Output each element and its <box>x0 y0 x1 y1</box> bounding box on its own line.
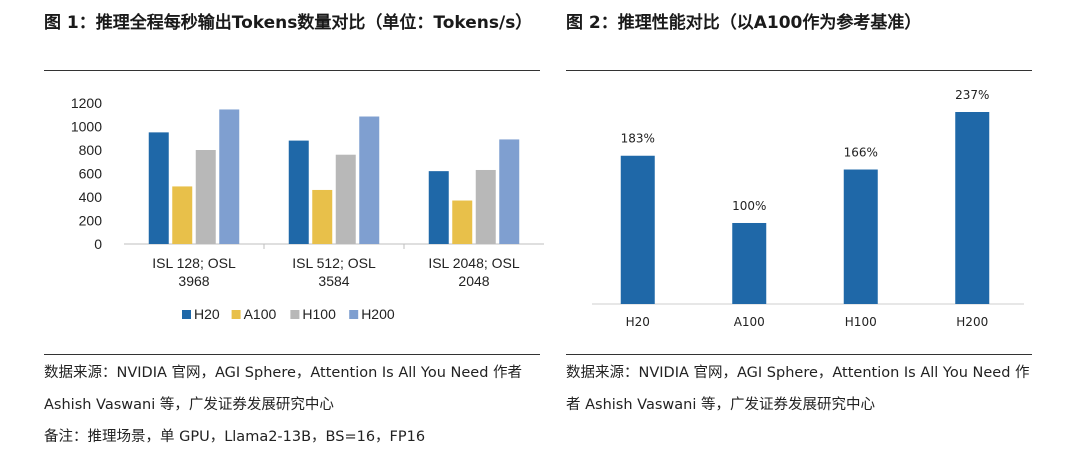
bar-h20 <box>620 155 655 304</box>
figure-1-title: 图 1：推理全程每秒输出Tokens数量对比（单位：Tokens/s） <box>44 13 533 33</box>
y-tick-label: 1200 <box>71 95 102 111</box>
figure-2-source: 数据来源：NVIDIA 官网，AGI Sphere，Attention Is A… <box>566 365 1030 413</box>
figure-2-bottom-rule <box>566 354 1032 355</box>
y-tick-label: 600 <box>79 166 103 182</box>
figure-2-top-rule <box>566 70 1032 71</box>
x-category-label: ISL 128; OSL <box>152 255 236 271</box>
x-category-label: H200 <box>956 315 988 329</box>
bar-h100 <box>475 169 496 244</box>
figure-1-bottom-rule <box>44 354 540 355</box>
figure-2-title: 图 2：推理性能对比（以A100作为参考基准） <box>566 13 922 33</box>
figure-2-chart: 183% H20 100% A100 166% H100 237% H200 <box>592 88 1024 329</box>
legend-swatch-h20 <box>182 310 191 319</box>
legend-label-h20: H20 <box>194 306 220 322</box>
y-tick-label: 1000 <box>71 119 102 135</box>
legend-label-a100: A100 <box>244 306 277 322</box>
figure-1-source: 数据来源：NVIDIA 官网，AGI Sphere，Attention Is A… <box>44 365 523 413</box>
data-label-h100: 166% <box>844 146 878 160</box>
x-category-label: ISL 512; OSL <box>292 255 376 271</box>
bar-h200 <box>219 109 240 245</box>
bar-a100 <box>312 189 333 244</box>
x-category-label: 2048 <box>458 273 489 289</box>
x-category-label: H100 <box>845 315 877 329</box>
bar-a100 <box>452 200 473 244</box>
data-label-h20: 183% <box>621 132 655 146</box>
y-tick-label: 800 <box>79 142 103 158</box>
bar-h20 <box>428 171 449 244</box>
x-category-label: H20 <box>626 315 650 329</box>
legend-label-h100: H100 <box>302 306 336 322</box>
bar-h100 <box>335 154 356 244</box>
bar-h20 <box>148 132 169 244</box>
legend-label-h200: H200 <box>361 306 395 322</box>
legend-swatch-h100 <box>290 310 300 319</box>
bar-a100 <box>732 222 767 304</box>
figure-1-note: 备注：推理场景，单 GPU，Llama2-13B，BS=16，FP16 <box>44 429 426 445</box>
legend-swatch-a100 <box>231 310 241 319</box>
bar-h100 <box>195 150 216 244</box>
data-label-h200: 237% <box>955 88 989 102</box>
y-tick-label: 200 <box>79 213 103 229</box>
x-category-label: A100 <box>734 315 765 329</box>
legend-swatch-h200 <box>349 310 359 319</box>
bar-h200 <box>359 116 380 244</box>
x-category-label: 3968 <box>178 273 209 289</box>
bar-h200 <box>955 112 990 304</box>
y-tick-label: 400 <box>79 189 103 205</box>
bar-h200 <box>499 139 520 244</box>
bar-h100 <box>843 169 878 304</box>
bar-h20 <box>288 140 309 244</box>
figure-2-panel: 图 2：推理性能对比（以A100作为参考基准） 183% H20 100% A100 1… <box>566 0 1032 454</box>
bar-a100 <box>172 186 193 244</box>
figure-1-chart: 0 200 400 600 800 1000 1200 ISL 128; OSL 3968 ISL… <box>71 95 544 322</box>
data-label-a100: 100% <box>732 199 766 213</box>
x-category-label: 3584 <box>318 273 349 289</box>
figure-1-top-rule <box>44 70 540 71</box>
y-tick-label: 0 <box>94 236 102 252</box>
figure-1-panel: 图 1：推理全程每秒输出Tokens数量对比（单位：Tokens/s） 0 200… <box>44 0 544 454</box>
x-category-label: ISL 2048; OSL <box>428 255 520 271</box>
